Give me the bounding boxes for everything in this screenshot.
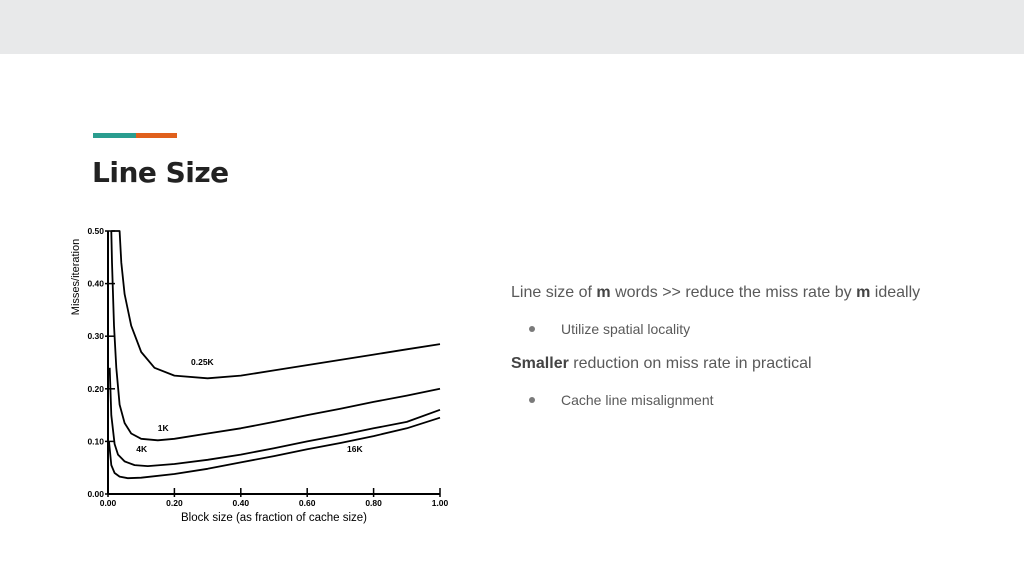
title-accent-orange — [136, 133, 177, 138]
y-tick-label: 0.20 — [87, 384, 104, 394]
x-tick-label: 1.00 — [432, 498, 449, 508]
series-label-16K: 16K — [347, 444, 363, 454]
y-tick-label: 0.10 — [87, 436, 104, 446]
line-size-statement: Line size of m words >> reduce the miss … — [511, 284, 920, 302]
series-line-0.25K — [111, 230, 441, 380]
series-line-16K — [108, 416, 441, 480]
x-tick-label: 0.20 — [166, 498, 183, 508]
bullet-label: Cache line misalignment — [561, 392, 714, 408]
miss-rate-chart: 0.00 0.10 0.20 0.30 0.40 0.50 0.00 0.20 0.40 0.60… — [70, 226, 449, 524]
p2-rest: reduction on miss rate in practical — [568, 355, 812, 372]
bullet-misalignment: Cache line misalignment — [529, 392, 714, 408]
series-label-1K: 1K — [158, 423, 170, 433]
p1-middle: words >> reduce the miss rate by — [610, 284, 857, 301]
x-tick-label: 0.40 — [233, 498, 250, 508]
bullet-spatial-locality: Utilize spatial locality — [529, 321, 690, 337]
p1-suffix: ideally — [870, 284, 921, 301]
slide-title: Line Size — [92, 156, 229, 189]
bullet-label: Utilize spatial locality — [561, 321, 691, 337]
y-tick-label: 0.30 — [87, 331, 104, 341]
bullet-dot-icon — [529, 326, 535, 333]
title-accent-teal — [93, 133, 136, 138]
x-axis-label: Block size (as fraction of cache size) — [181, 512, 367, 524]
series-line-4K — [108, 367, 441, 467]
series-line-1K — [110, 230, 441, 442]
p1-m-bold: m — [596, 284, 611, 301]
y-tick-label: 0.40 — [87, 279, 104, 289]
x-tick-label: 0.80 — [365, 498, 382, 508]
y-axis-label: Misses/iteration — [70, 239, 82, 315]
top-bar — [0, 0, 1024, 54]
x-tick-label: 0.00 — [100, 498, 117, 508]
p1-prefix: Line size of — [511, 284, 597, 301]
x-tick-label: 0.60 — [299, 498, 316, 508]
series-label-4K: 4K — [136, 444, 148, 454]
smaller-reduction-statement: Smaller reduction on miss rate in practi… — [511, 355, 812, 373]
bullet-dot-icon — [529, 397, 535, 404]
p1-m-bold-2: m — [856, 284, 871, 301]
series-label-0.25K: 0.25K — [191, 357, 215, 367]
y-tick-label: 0.00 — [87, 489, 104, 499]
p2-bold: Smaller — [511, 355, 569, 372]
y-tick-label: 0.50 — [87, 226, 104, 236]
